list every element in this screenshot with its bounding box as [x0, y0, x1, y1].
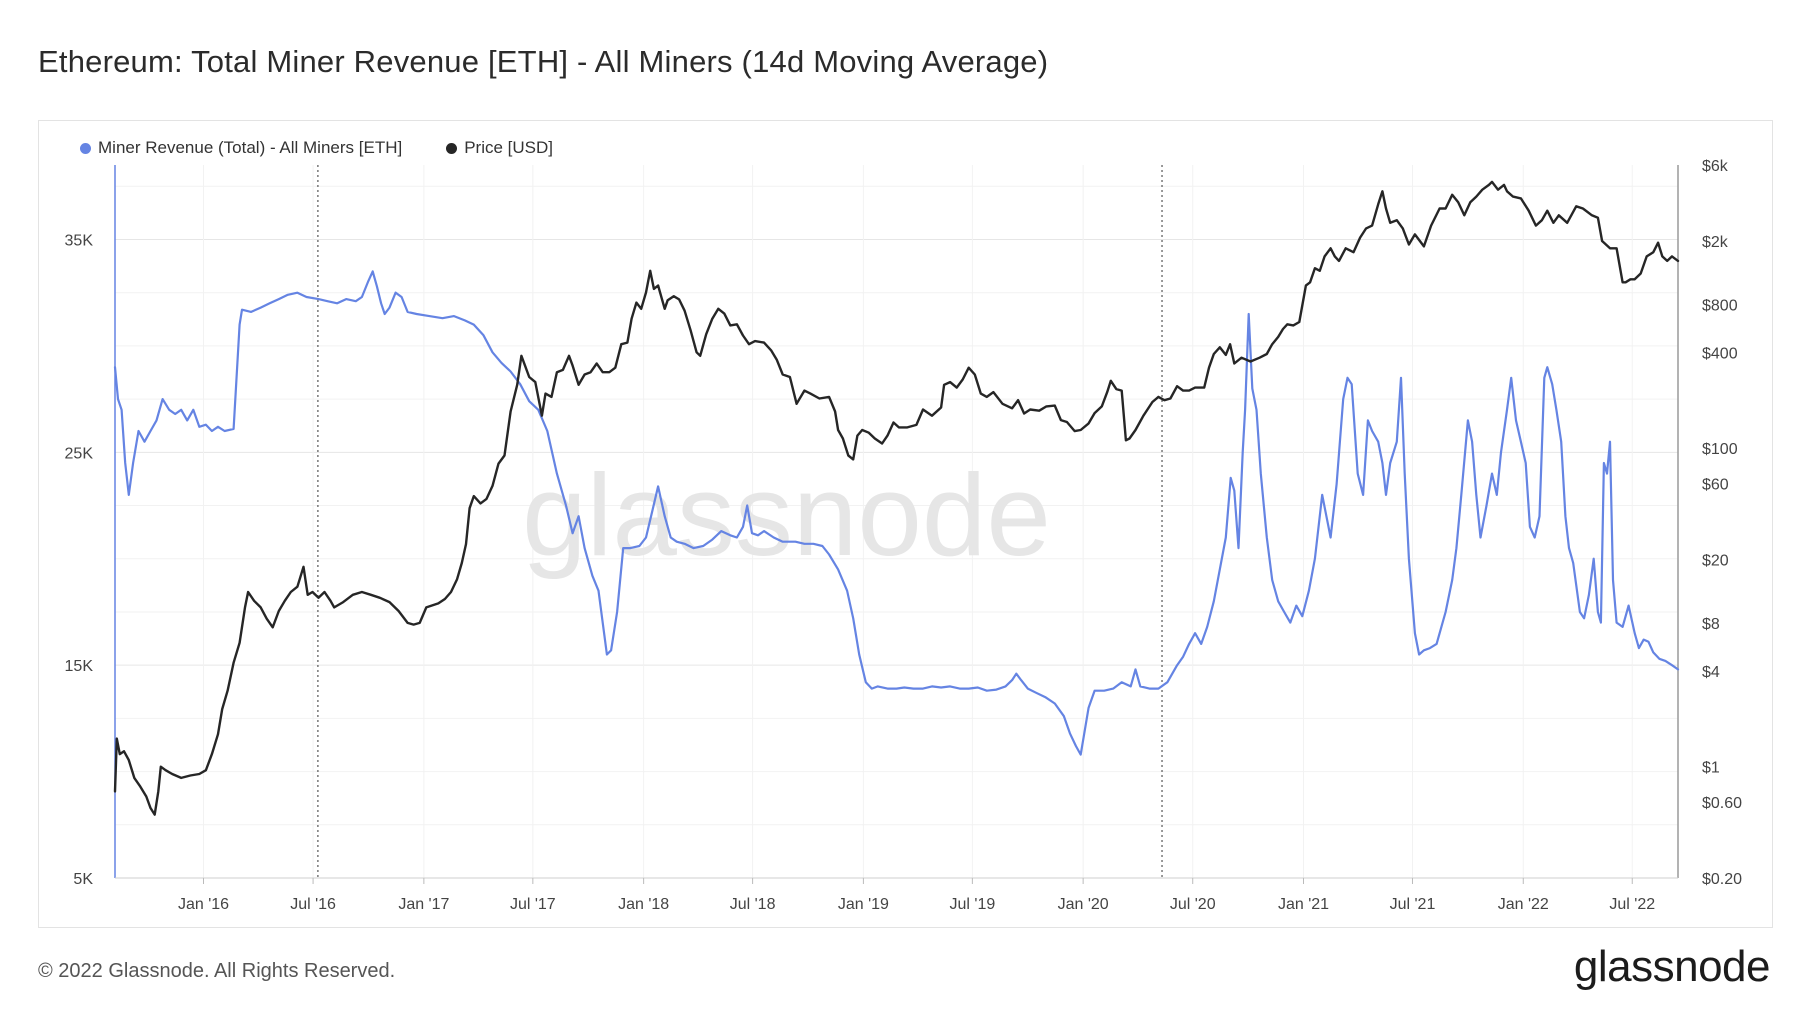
- legend-label-price: Price [USD]: [464, 138, 553, 157]
- x-tick-label: Jan '20: [1058, 896, 1109, 913]
- x-tick-label: Jul '21: [1390, 896, 1436, 913]
- x-tick-label: Jan '18: [618, 896, 669, 913]
- brand-logo: glassnode: [1573, 942, 1771, 991]
- copyright-text: © 2022 Glassnode. All Rights Reserved.: [38, 960, 396, 982]
- x-tick-label: Jan '21: [1278, 896, 1329, 913]
- x-tick-label: Jan '16: [178, 896, 229, 913]
- y-left-tick-label: 5K: [73, 871, 93, 888]
- revenue-series-line: [113, 270, 1680, 756]
- x-tick-label: Jul '16: [290, 896, 336, 913]
- x-tick-label: Jul '19: [949, 896, 995, 913]
- y-right-tick-label: $20: [1702, 552, 1729, 569]
- legend-label-revenue: Miner Revenue (Total) - All Miners [ETH]: [98, 138, 403, 157]
- event-markers: [317, 165, 1163, 878]
- legend-dot-price: [446, 142, 458, 154]
- price-series-line: [113, 180, 1680, 816]
- y-right-tick-label: $400: [1702, 345, 1738, 362]
- y-right-tick-label: $2k: [1702, 234, 1729, 251]
- y-right-tick-label: $800: [1702, 297, 1738, 314]
- y-right-tick-label: $60: [1702, 477, 1729, 494]
- legend-item-revenue[interactable]: Miner Revenue (Total) - All Miners [ETH]: [80, 138, 402, 158]
- watermark-text: glassnode: [522, 450, 1051, 580]
- x-tick-label: Jul '18: [730, 896, 776, 913]
- grid-lines: [115, 165, 1678, 879]
- y-right-tick-label: $0.60: [1702, 795, 1742, 812]
- y-left-tick-label: 15K: [65, 658, 94, 675]
- chart-legend: Miner Revenue (Total) - All Miners [ETH]…: [80, 138, 553, 158]
- y-right-tick-label: $1: [1702, 760, 1720, 777]
- y-right-tick-label: $8: [1702, 616, 1720, 633]
- chart-series: [113, 180, 1680, 816]
- y-right-tick-label: $100: [1702, 441, 1738, 458]
- y-right-tick-label: $4: [1702, 664, 1720, 681]
- x-tick-label: Jan '19: [838, 896, 889, 913]
- legend-item-price[interactable]: Price [USD]: [446, 138, 553, 158]
- y-left-tick-label: 25K: [65, 445, 94, 462]
- legend-dot-revenue: [80, 142, 91, 154]
- x-tick-label: Jul '17: [510, 896, 556, 913]
- x-tick-label: Jul '22: [1609, 896, 1655, 913]
- x-tick-label: Jul '20: [1170, 896, 1216, 913]
- page-title: Ethereum: Total Miner Revenue [ETH] - Al…: [38, 44, 1049, 79]
- y-left-tick-label: 35K: [65, 232, 94, 249]
- x-tick-label: Jan '17: [398, 896, 449, 913]
- y-right-tick-label: $0.20: [1702, 871, 1742, 888]
- x-tick-label: Jan '22: [1498, 896, 1549, 913]
- y-right-tick-label: $6k: [1702, 158, 1729, 175]
